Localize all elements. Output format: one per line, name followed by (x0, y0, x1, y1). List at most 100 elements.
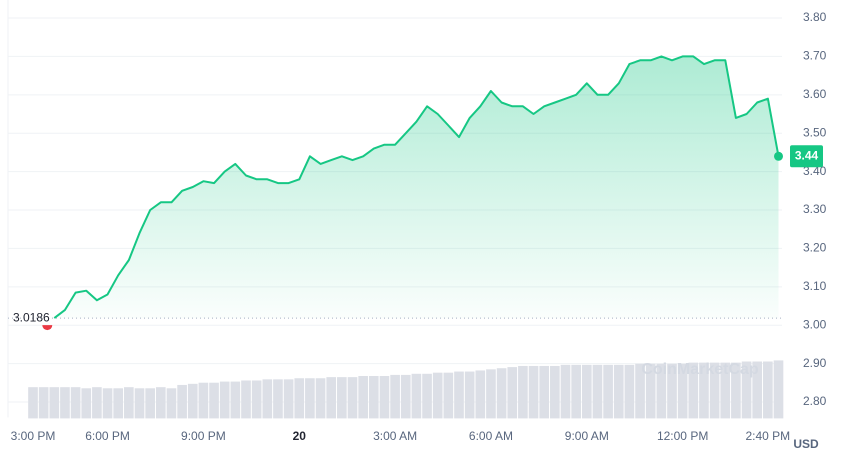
volume-bar (773, 360, 784, 419)
volume-bar (113, 388, 124, 419)
volume-bar (209, 382, 219, 419)
volume-bar (763, 361, 773, 419)
volume-bar (219, 381, 230, 419)
volume-bar (656, 363, 667, 419)
y-tick-label: 2.90 (803, 356, 827, 370)
volume-bar (539, 365, 550, 419)
current-price-label: 3.44 (795, 148, 819, 162)
y-tick-label: 2.80 (803, 394, 827, 408)
volume-bar (368, 376, 379, 419)
current-price-box (790, 145, 823, 168)
x-tick-label: 6:00 AM (469, 429, 513, 443)
y-tick-label: 3.50 (803, 125, 827, 139)
volume-bar (155, 387, 166, 419)
x-tick-label: 20 (293, 429, 307, 443)
volume-bar (475, 370, 486, 419)
volume-bar (92, 387, 102, 419)
volume-bar (262, 379, 273, 419)
volume-bar (241, 380, 251, 419)
x-tick-label: 9:00 PM (181, 429, 226, 443)
price-line (53, 55, 780, 319)
volume-bar (454, 371, 464, 419)
volume-bar (411, 373, 422, 419)
y-tick-label: 3.60 (803, 87, 827, 101)
volume-bar (486, 369, 496, 419)
baseline-label: 3.0186 (13, 310, 50, 324)
x-tick-label: 6:00 PM (85, 429, 130, 443)
volume-bar (571, 364, 581, 419)
volume-bar (124, 387, 134, 419)
volume-bar (731, 362, 741, 419)
volume-bar (432, 372, 443, 419)
volume-bar (177, 384, 187, 419)
volume-bar (294, 378, 305, 419)
volume-bar (592, 364, 603, 419)
volume-bar (134, 388, 145, 419)
volume-bar (38, 387, 49, 419)
x-tick-label: 12:00 PM (657, 429, 708, 443)
volume-bar (443, 372, 454, 419)
volume-bar (603, 364, 613, 419)
y-tick-label: 3.70 (803, 49, 827, 63)
volume-bar (230, 381, 241, 419)
volume-bar (645, 363, 656, 419)
volume-bar (283, 379, 294, 419)
last-point (774, 151, 783, 161)
volume-bar (305, 378, 315, 419)
volume-bar (550, 365, 560, 419)
volume-bar (496, 368, 507, 419)
y-tick-label: 3.10 (803, 279, 827, 293)
volume-bar (422, 373, 432, 419)
volume-bar (49, 387, 60, 419)
volume-bar (315, 378, 326, 419)
volume-bar (635, 363, 645, 419)
volume-bar (347, 377, 358, 419)
volume-bar (326, 377, 337, 419)
volume-bar (81, 388, 92, 419)
x-tick-label: 9:00 AM (565, 429, 609, 443)
volume-bar (699, 362, 709, 419)
volume-bar (251, 380, 262, 419)
volume-bar (60, 387, 70, 419)
volume-bar (624, 364, 635, 419)
volume-bar (102, 388, 113, 419)
volume-bar (752, 361, 763, 419)
y-tick-label: 3.30 (803, 202, 827, 216)
area (54, 56, 779, 319)
volume-bar (166, 388, 177, 419)
y-tick-label: 3.20 (803, 241, 827, 255)
volume-bar (720, 362, 731, 419)
volume-bar (145, 388, 155, 419)
x-tick-label: 3:00 PM (11, 429, 56, 443)
volume-bar (464, 371, 475, 419)
volume-bar (507, 367, 518, 419)
volume-bar (709, 362, 720, 419)
volume-bar (28, 387, 38, 419)
volume-bar (400, 374, 411, 419)
volume-bar (379, 376, 390, 419)
volume-bar (741, 361, 752, 419)
volume-bar (528, 365, 539, 419)
watermark: CoinMarketCap (641, 361, 759, 378)
x-tick-label: 2:40 PM (745, 429, 790, 443)
volume-bar (358, 376, 368, 419)
volume-bar (667, 363, 677, 419)
volume-bar (581, 364, 592, 419)
baseline-marker (42, 325, 53, 331)
volume-bar (688, 362, 699, 419)
volume-bar (390, 374, 400, 419)
y-tick-label: 3.40 (803, 164, 827, 178)
y-tick-label: 3.80 (803, 10, 827, 24)
volume-bar (273, 379, 283, 419)
volume-bar (677, 363, 688, 419)
volume-bar (560, 364, 571, 419)
unit-label: USD (793, 437, 819, 451)
volume-bar (337, 377, 347, 419)
volume-bar (613, 364, 624, 419)
volume-bar (70, 387, 81, 419)
x-tick-label: 3:00 AM (373, 429, 417, 443)
volume-bar (518, 365, 528, 419)
volume-bar (187, 383, 198, 419)
volume-bar (198, 382, 209, 419)
